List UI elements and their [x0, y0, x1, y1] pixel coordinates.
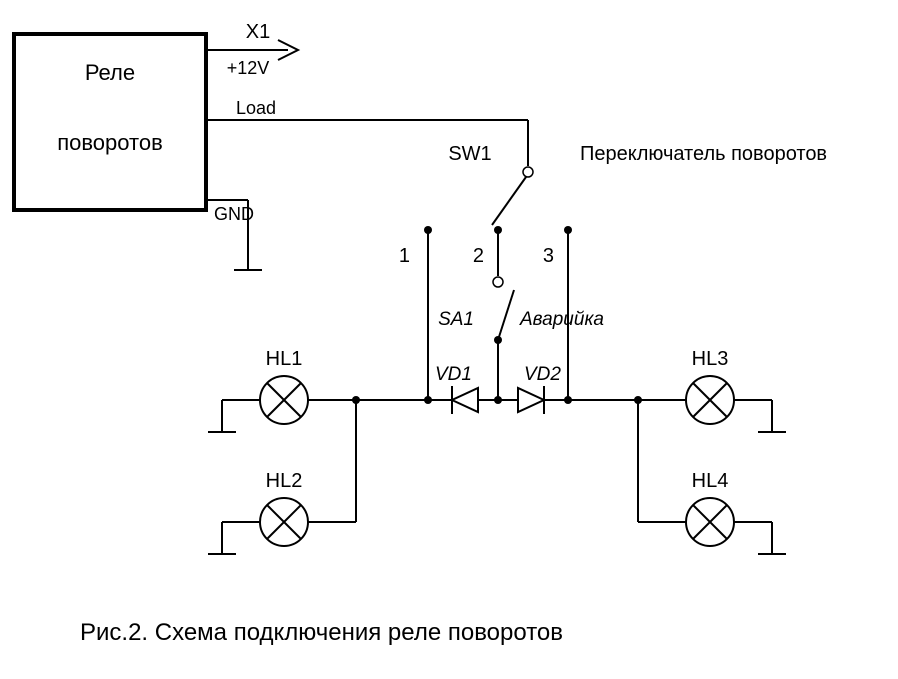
- sa1-top: [493, 277, 503, 287]
- pin-load-label: Load: [236, 98, 276, 118]
- pin-gnd-label: GND: [214, 204, 254, 224]
- sa1-desc: Аварийка: [519, 309, 604, 330]
- sw1-desc: Переключатель поворотов: [580, 143, 827, 165]
- sw1-pos2-label: 2: [473, 245, 484, 267]
- hl2-label: HL2: [266, 470, 303, 492]
- hl4-label: HL4: [692, 470, 729, 492]
- sw1-pos1-label: 1: [399, 245, 410, 267]
- sw1-label: SW1: [448, 143, 491, 165]
- hl3-label: HL3: [692, 348, 729, 370]
- sw1-pivot: [523, 167, 533, 177]
- pin-x1-sub: +12V: [227, 58, 270, 78]
- sw1-pos3-label: 3: [543, 245, 554, 267]
- pin-x1-label: X1: [246, 21, 270, 43]
- hl1-label: HL1: [266, 348, 303, 370]
- vd2-label: VD2: [524, 364, 561, 385]
- vd1-label: VD1: [435, 364, 472, 385]
- relay-label-line1: Реле: [85, 60, 135, 85]
- circuit-diagram: Реле поворотов X1 +12V Load GND 1 2 3 SW…: [0, 0, 898, 674]
- relay-label-line2: поворотов: [57, 130, 163, 155]
- sa1-label: SA1: [438, 309, 474, 330]
- figure-caption: Рис.2. Схема подключения реле поворотов: [80, 619, 563, 646]
